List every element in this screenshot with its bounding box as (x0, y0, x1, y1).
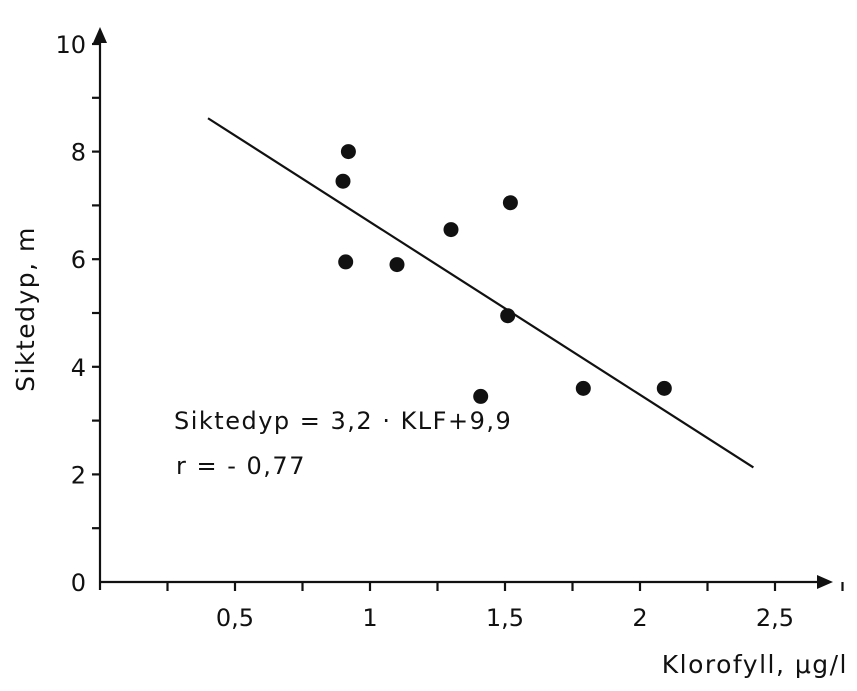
y-tick-label: 0 (71, 569, 86, 597)
data-point (338, 254, 354, 270)
y-axis-arrowhead (93, 27, 107, 43)
x-tick-label: 1,5 (486, 604, 524, 632)
x-ticks: 0,5 1 1,5 2 2,5 (166, 582, 844, 632)
data-point (443, 222, 459, 238)
y-ticks: 0 2 4 6 8 10 (55, 31, 100, 597)
data-point (473, 388, 489, 404)
y-axis-label: Siktedyp, m (11, 226, 40, 392)
x-tick-label: 2 (632, 604, 647, 632)
y-tick-label: 4 (71, 354, 86, 382)
data-points (335, 144, 672, 404)
x-tick-label: 2,5 (756, 604, 794, 632)
y-tick-label: 2 (71, 461, 86, 489)
x-tick-label: 0,5 (216, 604, 254, 632)
data-point (656, 380, 672, 396)
correlation-coefficient: r = - 0,77 (176, 452, 306, 480)
y-tick-label: 8 (71, 139, 86, 167)
data-point (340, 144, 356, 160)
y-tick-label: 10 (55, 31, 86, 59)
x-tick-label: 1 (362, 604, 377, 632)
data-point (335, 173, 351, 189)
data-point (389, 257, 405, 273)
x-axis-label: Klorofyll, μg/l (662, 650, 848, 679)
y-tick-label: 6 (71, 246, 86, 274)
regression-equation: Siktedyp = 3,2 · KLF+9,9 (174, 407, 512, 435)
data-point (575, 380, 591, 396)
data-point (502, 195, 518, 211)
regression-line (207, 117, 754, 469)
x-axis-arrowhead (817, 575, 833, 589)
data-point (500, 308, 516, 324)
